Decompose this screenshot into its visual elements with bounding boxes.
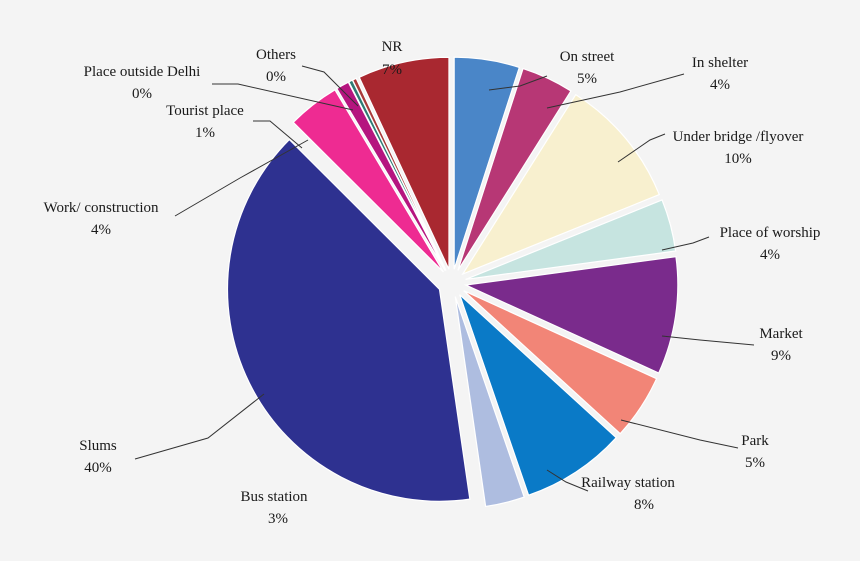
slice-percent-park: 5%: [745, 455, 765, 471]
slice-percent-under-bridge-flyover: 10%: [724, 151, 752, 167]
leader-line-slums: [134, 393, 265, 460]
slice-label-nr: NR: [382, 39, 403, 55]
slice-percent-others: 0%: [266, 69, 286, 85]
pie-slice-market: [463, 255, 679, 374]
leader-line-market: [661, 335, 755, 346]
slice-label-park: Park: [741, 433, 769, 449]
slice-percent-place-of-worship: 4%: [760, 247, 780, 263]
slice-percent-slums: 40%: [84, 460, 112, 476]
pie-slice-railway-station: [459, 294, 618, 496]
leader-line-under-bridge-flyover: [617, 133, 666, 163]
slice-label-under-bridge-flyover: Under bridge /flyover: [673, 129, 804, 145]
slice-percent-railway-station: 8%: [634, 497, 654, 513]
leader-line-others: [301, 65, 359, 107]
slice-percent-bus-station: 3%: [268, 511, 288, 527]
leader-line-on-street: [488, 75, 548, 91]
slice-percent-tourist-place: 1%: [195, 125, 215, 141]
leader-line-in-shelter: [546, 73, 685, 109]
pie-slice-nr: [358, 56, 450, 270]
pie-slice-slums: [226, 138, 471, 502]
slice-label-on-street: On street: [560, 49, 615, 65]
pie-slice-others: [351, 77, 447, 271]
slice-label-place-outside-delhi: Place outside Delhi: [84, 64, 201, 80]
slice-label-slums: Slums: [79, 438, 117, 454]
leader-line-work-construction: [174, 139, 309, 217]
slice-label-place-of-worship: Place of worship: [720, 225, 821, 241]
slice-percent-in-shelter: 4%: [710, 77, 730, 93]
leader-line-railway-station: [546, 469, 589, 492]
leader-line-place-of-worship: [661, 236, 710, 251]
pie-slice-bus-station: [454, 296, 525, 508]
slice-percent-market: 9%: [771, 348, 791, 364]
slice-percent-on-street: 5%: [577, 71, 597, 87]
slice-percent-place-outside-delhi: 0%: [132, 86, 152, 102]
pie-slice-on-street: [453, 56, 521, 270]
pie-slice-park: [463, 290, 658, 435]
pie-slice-place-of-worship: [465, 199, 677, 281]
leader-line-place-outside-delhi: [212, 83, 354, 111]
pie-slice-in-shelter: [457, 67, 572, 271]
slice-percent-work-construction: 4%: [91, 222, 111, 238]
leader-line-tourist-place: [253, 120, 303, 149]
slice-label-in-shelter: In shelter: [692, 55, 748, 71]
slice-label-tourist-place: Tourist place: [166, 103, 244, 119]
slice-label-work-construction: Work/ construction: [43, 200, 159, 216]
leader-line-park: [620, 419, 739, 449]
slice-percent-nr: 7%: [382, 62, 402, 78]
slice-label-bus-station: Bus station: [240, 489, 308, 505]
pie-slice-work-construction: [292, 88, 444, 273]
slice-label-railway-station: Railway station: [581, 475, 675, 491]
pie-slice-under-bridge-flyover: [461, 93, 661, 276]
slice-label-market: Market: [759, 326, 803, 342]
slice-label-others: Others: [256, 47, 296, 63]
